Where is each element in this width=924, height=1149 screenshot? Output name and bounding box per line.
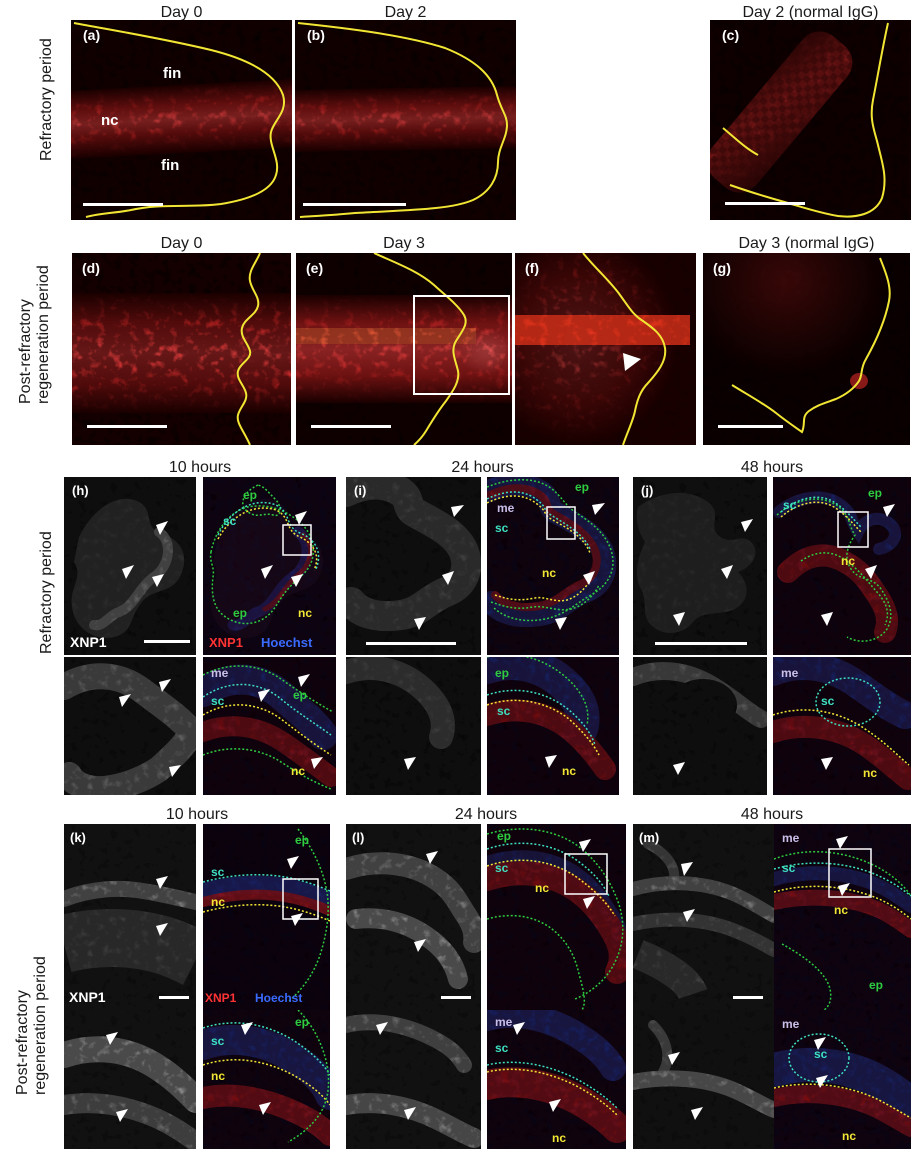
svg-text:ep: ep <box>868 486 882 500</box>
svg-text:sc: sc <box>814 1047 828 1061</box>
svg-text:sc: sc <box>495 521 509 535</box>
svg-text:me: me <box>211 666 229 680</box>
svg-text:(j): (j) <box>641 483 653 498</box>
svg-text:ep: ep <box>295 833 309 847</box>
svg-text:(d): (d) <box>82 260 100 276</box>
svg-text:sc: sc <box>223 514 237 528</box>
svg-text:XNP1: XNP1 <box>205 991 237 1005</box>
svg-text:sc: sc <box>495 861 509 875</box>
svg-text:XNP1: XNP1 <box>209 635 243 650</box>
svg-text:(a): (a) <box>83 27 100 43</box>
svg-text:XNP1: XNP1 <box>70 634 107 650</box>
svg-text:Hoechst: Hoechst <box>261 635 313 650</box>
svg-text:ep: ep <box>293 688 307 702</box>
svg-text:(f): (f) <box>525 260 539 276</box>
svg-text:Hoechst: Hoechst <box>255 991 302 1005</box>
svg-text:(h): (h) <box>72 483 89 498</box>
svg-text:nc: nc <box>535 881 549 895</box>
svg-text:(b): (b) <box>307 27 325 43</box>
svg-text:ep: ep <box>497 829 511 843</box>
svg-text:sc: sc <box>821 694 835 708</box>
svg-text:ep: ep <box>575 480 589 494</box>
svg-text:fin: fin <box>161 157 179 174</box>
svg-text:ep: ep <box>233 606 247 620</box>
svg-text:nc: nc <box>542 566 556 580</box>
svg-text:nc: nc <box>834 903 848 917</box>
svg-text:nc: nc <box>101 112 119 129</box>
svg-text:nc: nc <box>211 1069 225 1083</box>
svg-text:XNP1: XNP1 <box>69 989 106 1005</box>
svg-text:ep: ep <box>295 1015 309 1029</box>
svg-text:ep: ep <box>869 978 883 992</box>
svg-text:sc: sc <box>782 861 796 875</box>
svg-text:sc: sc <box>211 1034 225 1048</box>
svg-text:ep: ep <box>495 666 509 680</box>
svg-text:sc: sc <box>783 498 797 512</box>
svg-text:nc: nc <box>842 1129 856 1143</box>
svg-text:sc: sc <box>211 865 225 879</box>
svg-text:me: me <box>782 1017 800 1031</box>
svg-text:nc: nc <box>562 764 576 778</box>
svg-text:sc: sc <box>211 694 225 708</box>
svg-text:nc: nc <box>211 895 225 909</box>
svg-text:me: me <box>497 501 515 515</box>
svg-text:sc: sc <box>497 704 511 718</box>
svg-text:nc: nc <box>552 1131 566 1145</box>
svg-text:me: me <box>782 831 800 845</box>
svg-text:(g): (g) <box>713 260 731 276</box>
svg-text:me: me <box>495 1015 513 1029</box>
svg-text:(l): (l) <box>352 830 364 845</box>
svg-text:nc: nc <box>841 554 855 568</box>
svg-text:ep: ep <box>243 488 257 502</box>
svg-text:(m): (m) <box>639 830 659 845</box>
svg-text:me: me <box>781 666 799 680</box>
svg-text:(c): (c) <box>722 27 739 43</box>
svg-text:sc: sc <box>495 1041 509 1055</box>
svg-text:nc: nc <box>863 766 877 780</box>
svg-text:(k): (k) <box>70 830 86 845</box>
svg-text:(e): (e) <box>306 260 323 276</box>
svg-text:fin: fin <box>163 65 181 82</box>
svg-text:nc: nc <box>298 606 312 620</box>
svg-text:nc: nc <box>291 764 305 778</box>
svg-text:(i): (i) <box>354 483 366 498</box>
